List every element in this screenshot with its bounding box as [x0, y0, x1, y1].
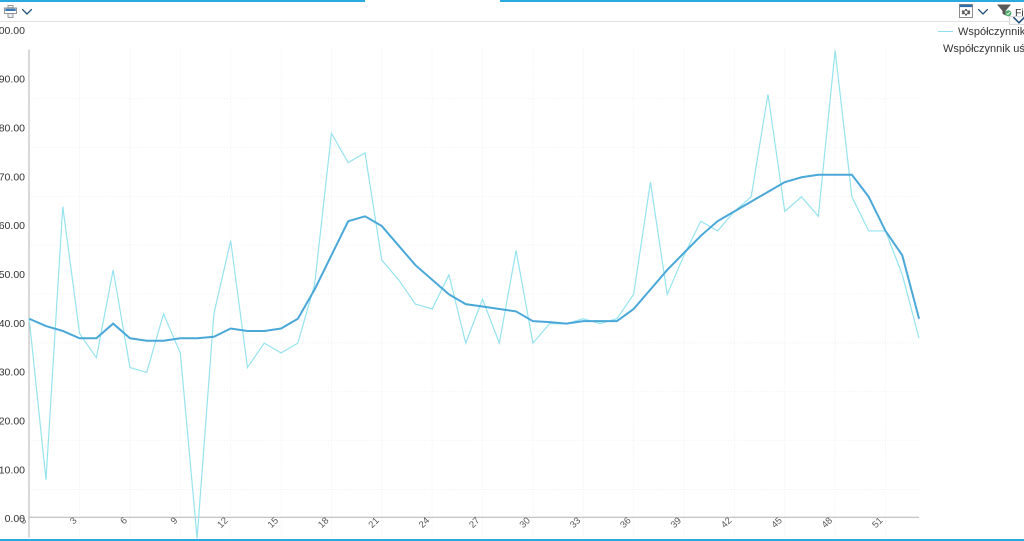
svg-text:90.00: 90.00: [0, 74, 25, 86]
svg-text:60.00: 60.00: [0, 220, 25, 232]
svg-text:70.00: 70.00: [0, 171, 25, 183]
svg-text:50.00: 50.00: [0, 269, 25, 281]
svg-text:40.00: 40.00: [0, 318, 25, 330]
svg-text:20.00: 20.00: [0, 416, 25, 428]
svg-text:10.00: 10.00: [0, 464, 25, 476]
svg-text:30.00: 30.00: [0, 367, 25, 379]
svg-text:100.00: 100.00: [0, 25, 25, 37]
svg-text:80.00: 80.00: [0, 122, 25, 134]
